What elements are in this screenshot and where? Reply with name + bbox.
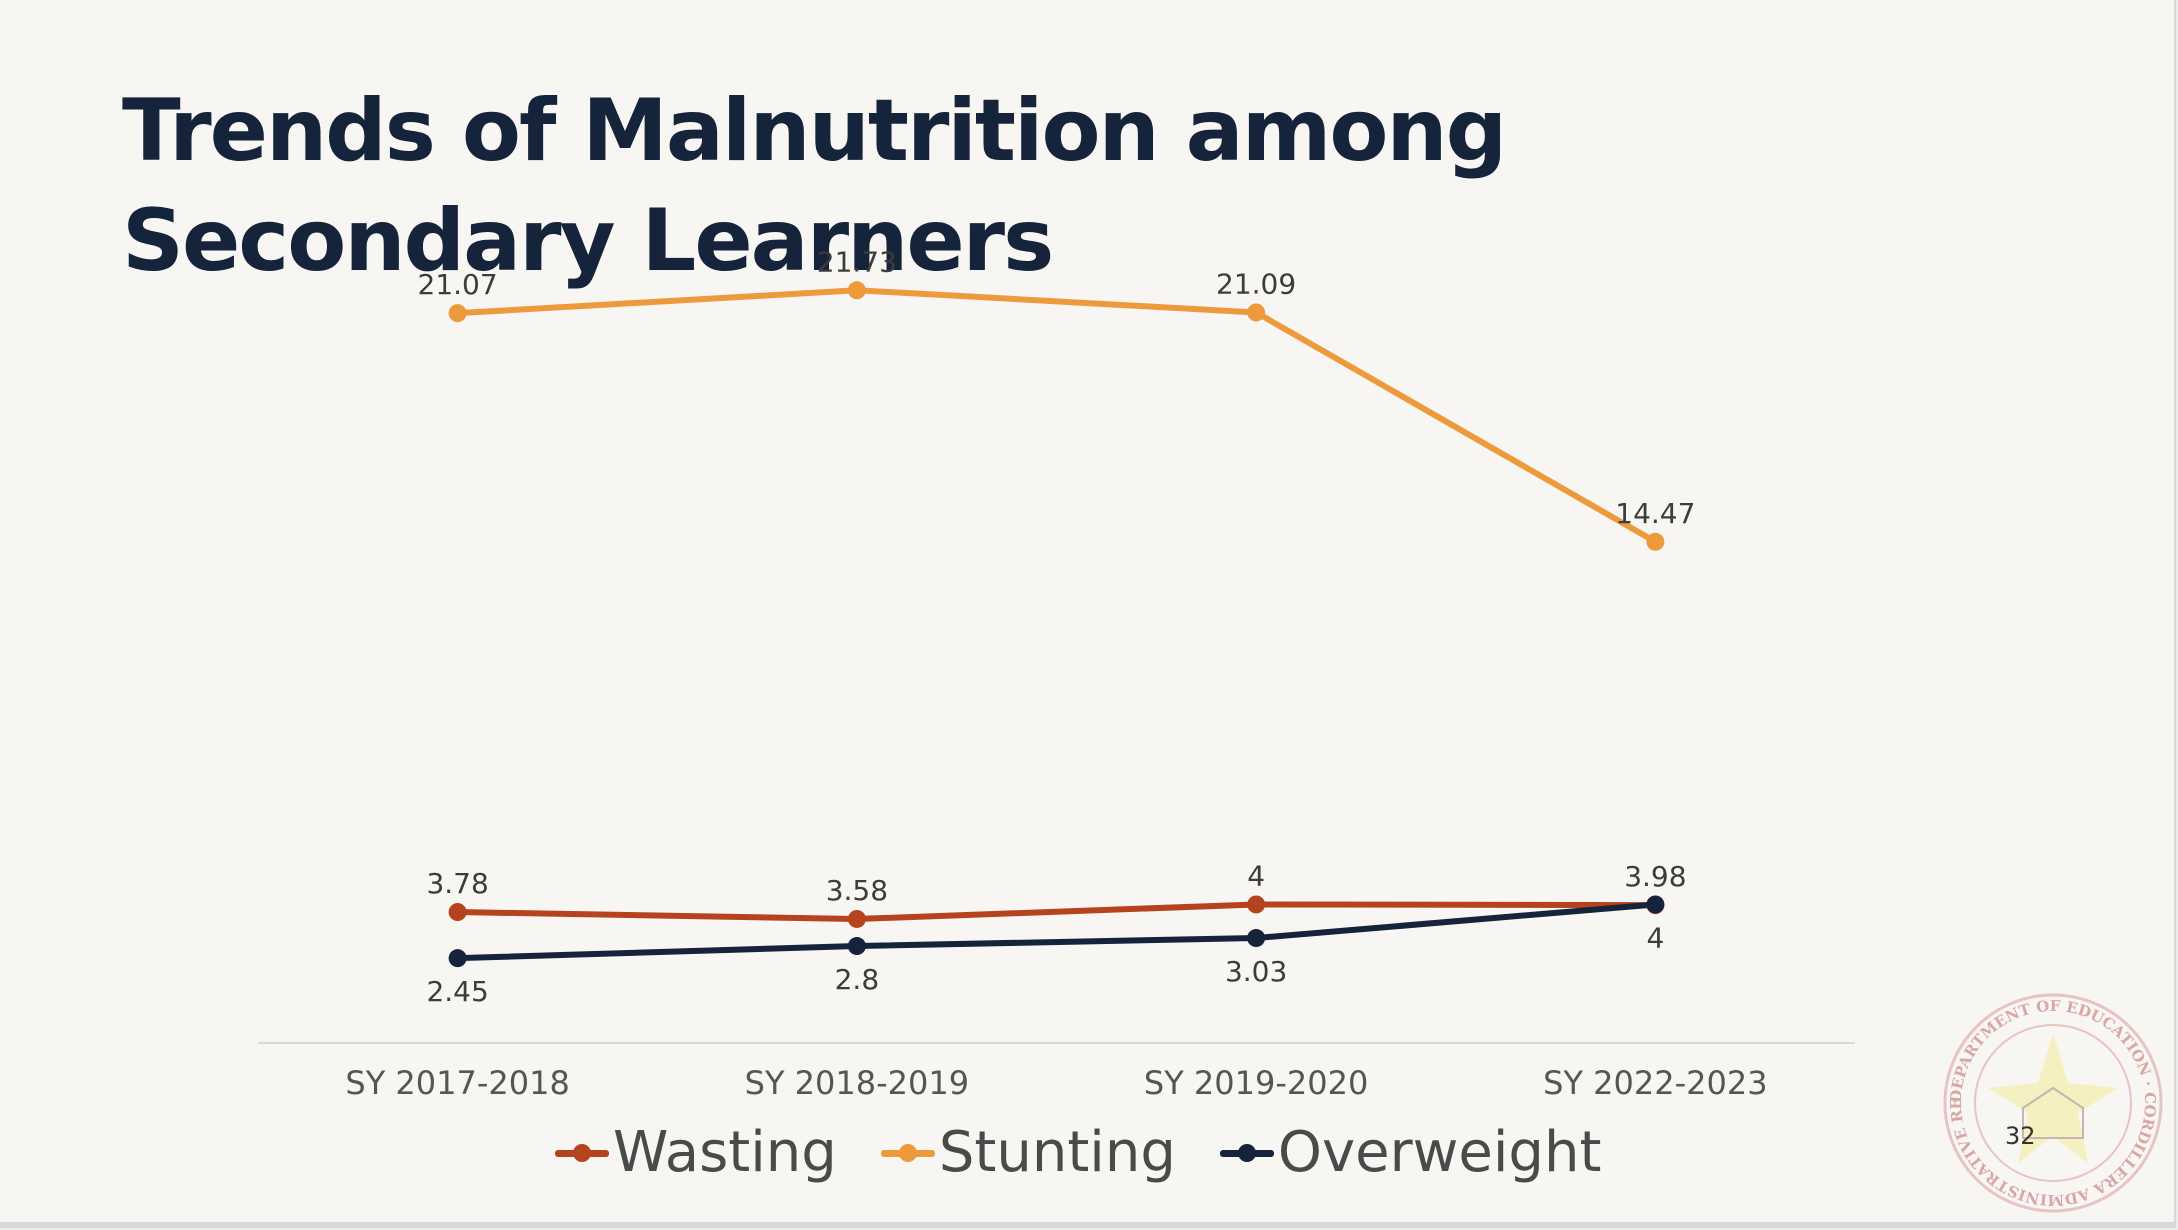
data-point-overweight bbox=[847, 937, 866, 956]
legend-dot-overweight bbox=[1237, 1143, 1256, 1162]
data-label-stunting: 21.09 bbox=[1216, 267, 1296, 300]
data-label-overweight: 3.03 bbox=[1225, 955, 1287, 988]
data-label-stunting: 14.47 bbox=[1615, 497, 1695, 530]
legend-item-overweight: Overweight bbox=[1219, 1120, 1602, 1185]
legend-item-stunting: Stunting bbox=[880, 1120, 1176, 1185]
data-point-stunting bbox=[448, 304, 467, 323]
series-line-wasting bbox=[454, 901, 1659, 922]
slide-title: Trends of Malnutrition among Secondary L… bbox=[122, 81, 1507, 291]
seal-outer-ring bbox=[1943, 993, 2163, 1213]
series-line-overweight bbox=[454, 901, 1659, 962]
legend-dot-wasting bbox=[573, 1143, 591, 1162]
legend-swatch-wasting bbox=[555, 1143, 609, 1162]
data-label-stunting: 21.73 bbox=[817, 245, 897, 278]
data-point-wasting bbox=[448, 903, 467, 922]
legend-label-stunting: Stunting bbox=[938, 1120, 1176, 1185]
data-point-stunting bbox=[1247, 303, 1266, 322]
data-label-wasting: 3.58 bbox=[826, 874, 888, 907]
page-number: 32 bbox=[2005, 1122, 2036, 1150]
data-label-overweight: 2.45 bbox=[426, 975, 488, 1008]
data-label-stunting: 21.07 bbox=[418, 268, 498, 301]
legend-swatch-overweight bbox=[1219, 1143, 1274, 1162]
data-point-overweight bbox=[1646, 895, 1665, 914]
data-point-overweight bbox=[1247, 929, 1266, 948]
data-label-overweight: 4 bbox=[1646, 921, 1664, 954]
legend-swatch-stunting bbox=[880, 1143, 935, 1162]
data-label-wasting: 3.78 bbox=[426, 867, 488, 900]
x-tick-label: SY 2019-2020 bbox=[1144, 1064, 1368, 1102]
data-point-stunting bbox=[847, 281, 866, 300]
deped-seal-logo: DEPARTMENT OF EDUCATION · CORDILLERA ADM… bbox=[1938, 988, 2163, 1213]
series-line-stunting bbox=[454, 287, 1659, 545]
x-tick-label: SY 2018-2019 bbox=[745, 1064, 969, 1102]
seal-book-icon bbox=[2022, 1086, 2084, 1139]
legend-label-wasting: Wasting bbox=[613, 1120, 837, 1185]
data-point-wasting bbox=[847, 909, 866, 928]
legend-item-wasting: Wasting bbox=[555, 1120, 837, 1185]
data-label-overweight: 2.8 bbox=[835, 963, 880, 996]
x-tick-label: SY 2022-2023 bbox=[1543, 1064, 1767, 1102]
legend-label-overweight: Overweight bbox=[1277, 1120, 1602, 1185]
data-label-wasting: 3.98 bbox=[1624, 860, 1686, 893]
data-point-overweight bbox=[448, 949, 467, 968]
seal-star-icon bbox=[1988, 1033, 2118, 1163]
seal-inner-ring bbox=[1974, 1024, 2132, 1182]
data-point-stunting bbox=[1646, 532, 1665, 551]
chart-legend: Wasting Stunting Overweight bbox=[555, 1120, 1645, 1185]
x-tick-label: SY 2017-2018 bbox=[345, 1064, 569, 1102]
data-point-wasting bbox=[1247, 895, 1266, 914]
data-label-wasting: 4 bbox=[1247, 859, 1265, 892]
legend-dot-stunting bbox=[898, 1143, 917, 1162]
